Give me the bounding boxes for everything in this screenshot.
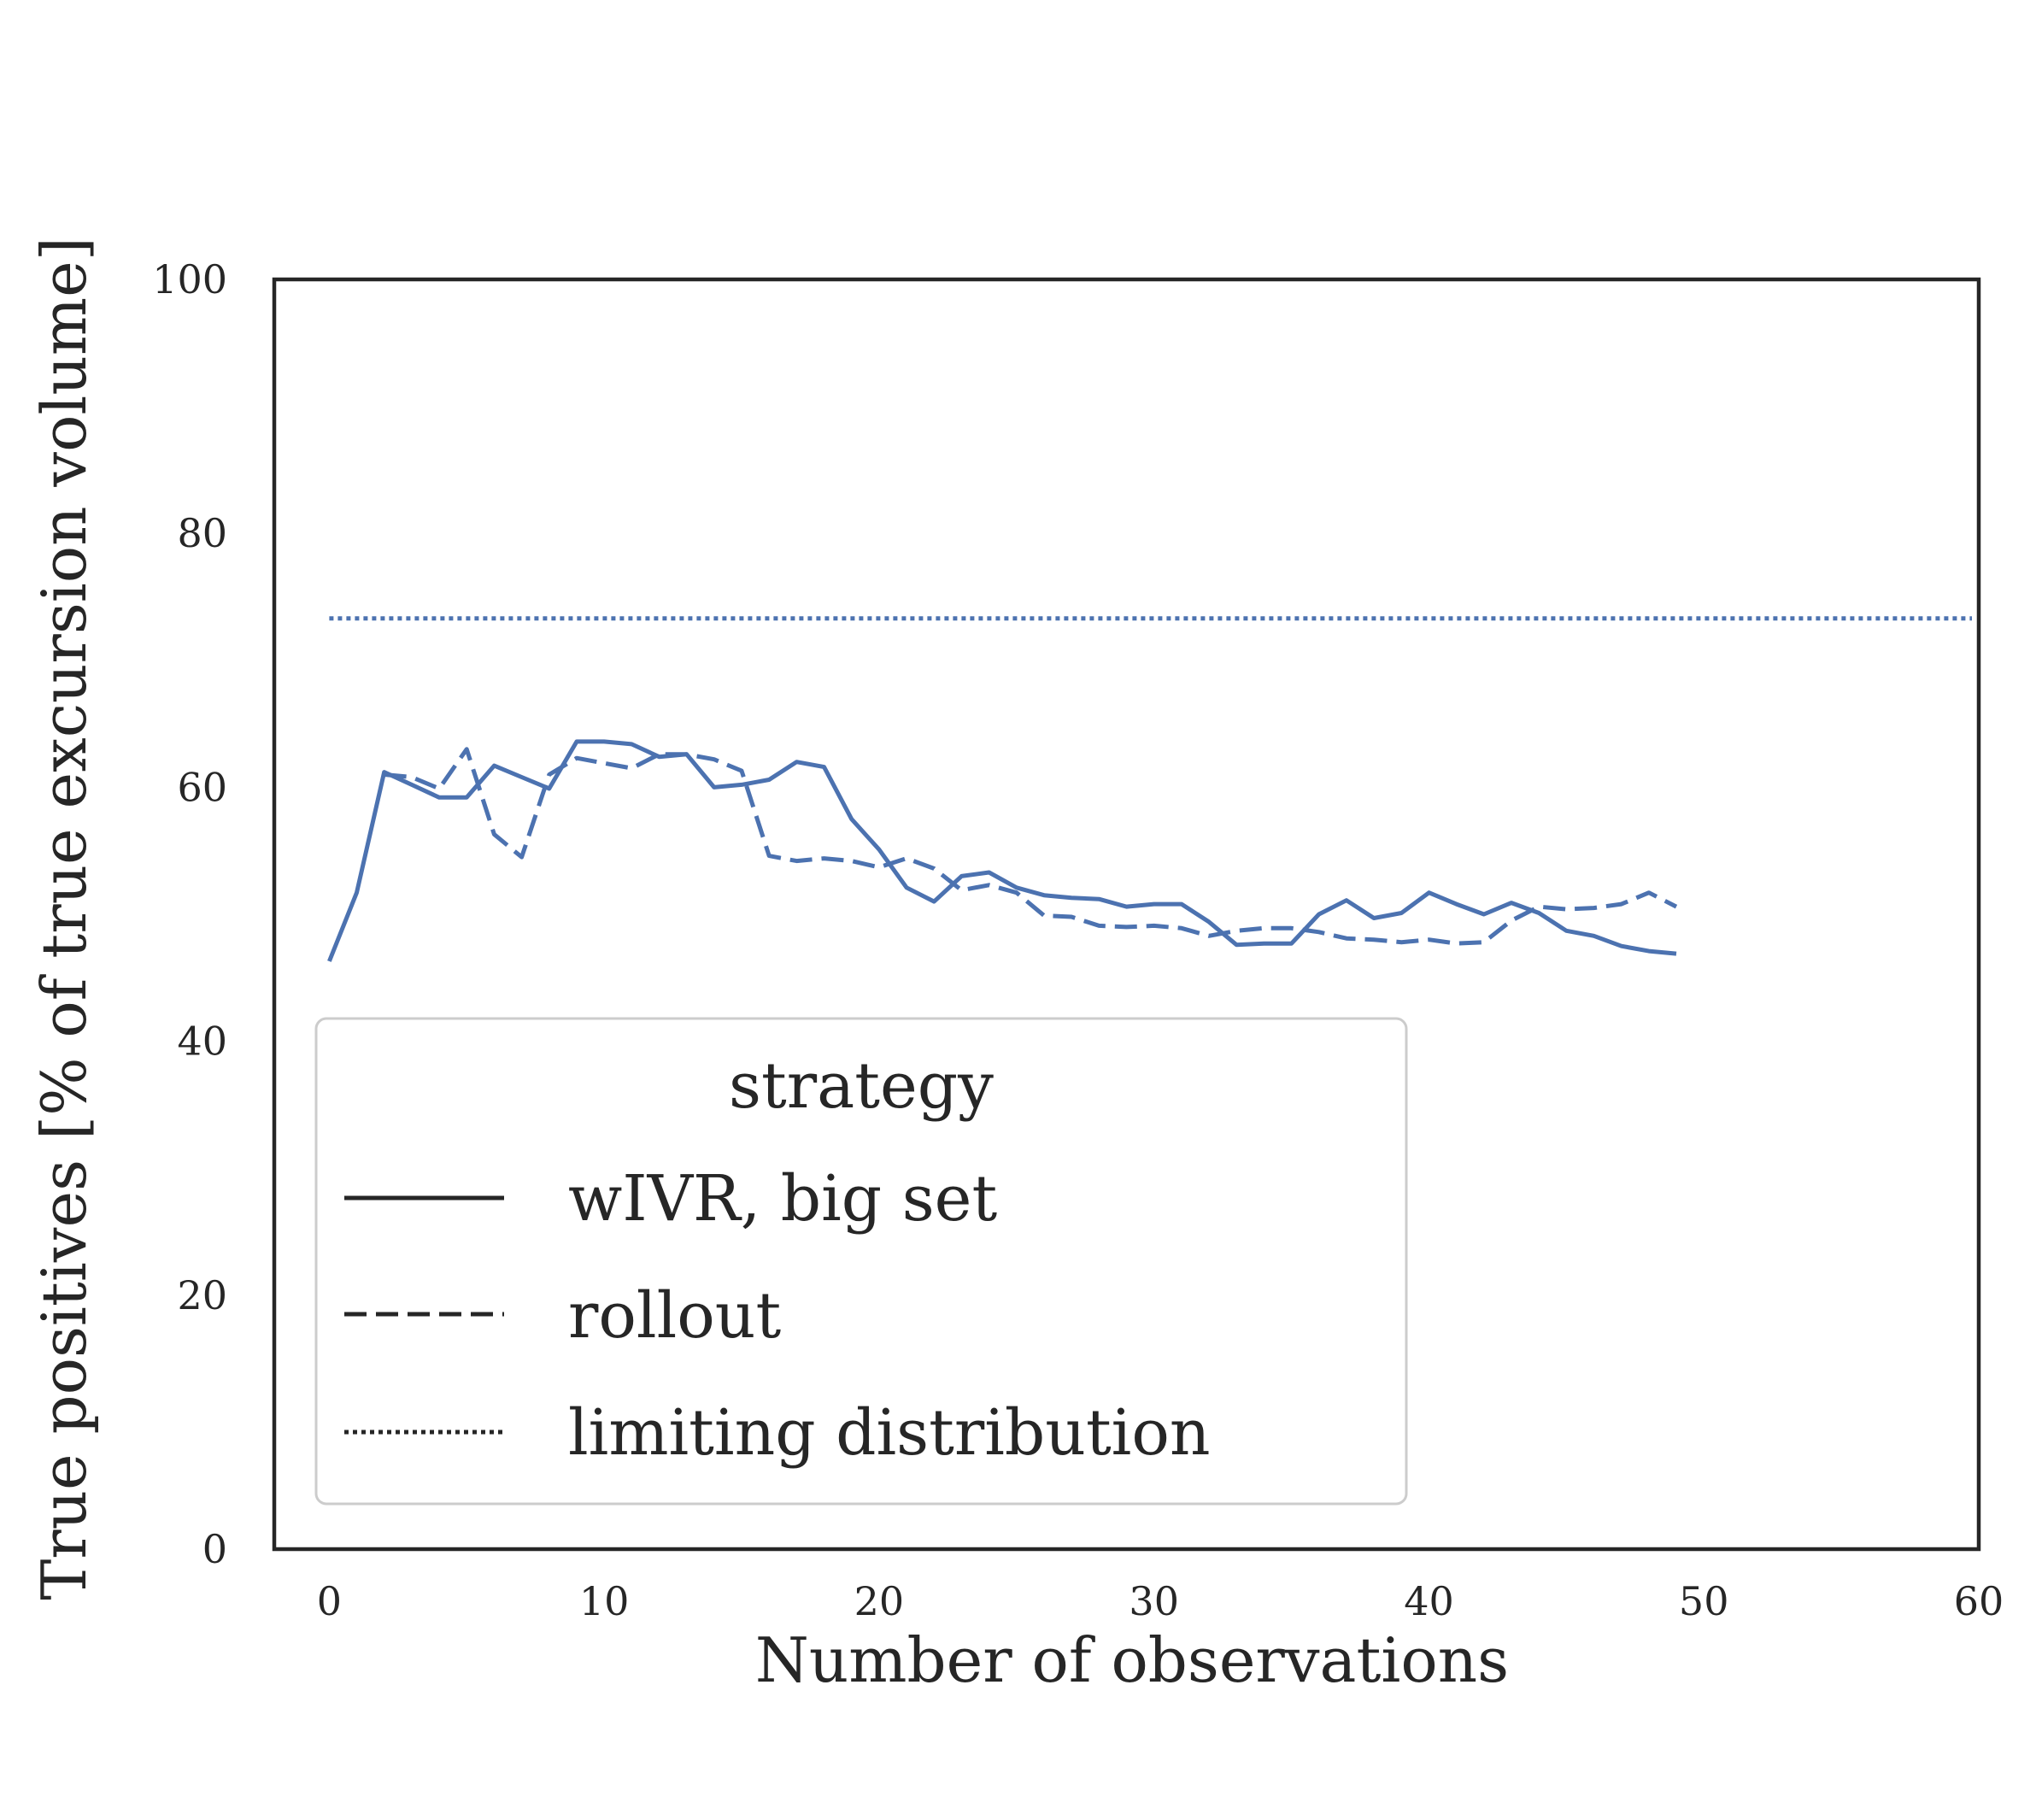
- y-tick-label: 40: [177, 1019, 227, 1065]
- series-layer: [327, 616, 1972, 962]
- y-tick-label: 20: [177, 1272, 227, 1318]
- x-tick-label: 0: [317, 1578, 342, 1624]
- x-tick-label: 40: [1404, 1578, 1454, 1624]
- legend-label-limiting: limiting distribution: [568, 1396, 1211, 1470]
- y-tick-label: 0: [202, 1526, 227, 1572]
- legend-label-wivr: wIVR, big set: [568, 1162, 997, 1236]
- legend: strategy wIVR, big set rollout limiting …: [314, 1017, 1408, 1506]
- x-tick-label: 30: [1129, 1578, 1179, 1624]
- x-tick-label: 60: [1954, 1578, 2004, 1624]
- y-tick-labels: 0 20 40 60 80 100: [152, 256, 227, 1572]
- x-tick-label: 10: [579, 1578, 630, 1624]
- x-axis-title: Number of observations: [755, 1624, 1509, 1696]
- x-tick-label: 50: [1679, 1578, 1729, 1624]
- legend-box: [314, 1017, 1408, 1506]
- y-tick-label: 80: [177, 510, 227, 556]
- x-tick-label: 20: [854, 1578, 905, 1624]
- y-tick-label: 100: [152, 256, 227, 302]
- legend-label-rollout: rollout: [568, 1279, 781, 1353]
- series-line-dashed: [384, 747, 1678, 946]
- x-tick-labels: 0 10 20 30 40 50 60: [317, 1578, 2004, 1624]
- plot-frame: [272, 277, 1981, 1552]
- series-line-solid: [327, 739, 1677, 962]
- y-tick-label: 60: [177, 764, 227, 810]
- legend-title: strategy: [729, 1049, 994, 1123]
- y-axis-title: True positives [% of true excursion volu…: [28, 237, 100, 1600]
